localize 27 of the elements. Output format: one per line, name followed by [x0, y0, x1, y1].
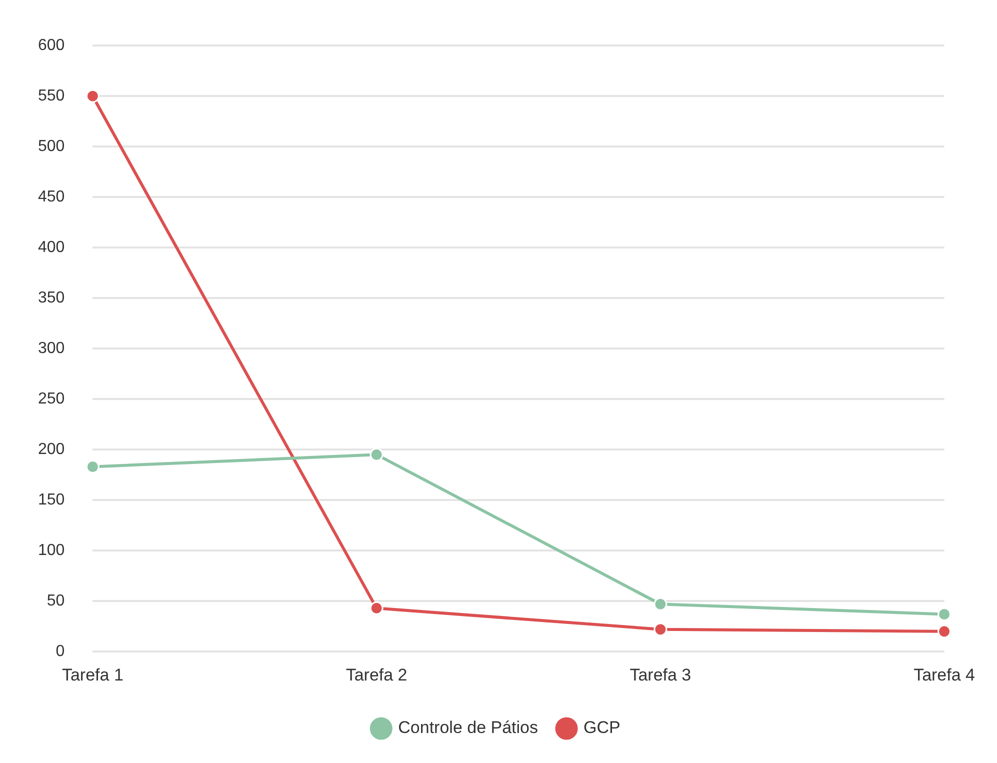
- point: [86, 460, 100, 474]
- legend-label: Controle de Pátios: [398, 718, 538, 738]
- y-tick-label: 550: [38, 88, 65, 105]
- point: [86, 89, 100, 103]
- y-tick-label: 500: [38, 138, 65, 156]
- y-tick-label: 450: [38, 188, 65, 206]
- y-tick-label: 100: [38, 542, 65, 560]
- y-tick-label: 350: [38, 290, 65, 307]
- point: [938, 607, 952, 621]
- x-tick-label: Tarefa 1: [62, 665, 124, 684]
- legend-label: GCP: [584, 718, 620, 738]
- point: [938, 624, 952, 638]
- y-tick-label: 0: [56, 643, 65, 660]
- y-tick-label: 150: [38, 492, 65, 509]
- y-tick-label: 600: [38, 37, 65, 54]
- y-tick-label: 200: [38, 441, 65, 458]
- point: [370, 448, 384, 462]
- y-tick-label: 300: [38, 340, 65, 358]
- y-tick-label: 50: [46, 592, 65, 610]
- x-tick-label: Tarefa 4: [914, 665, 976, 684]
- y-tick-label: 400: [38, 239, 65, 256]
- y-tick-label: 250: [38, 390, 65, 408]
- point: [654, 597, 668, 611]
- x-tick-label: Tarefa 2: [346, 665, 408, 684]
- x-tick-label: Tarefa 3: [630, 665, 692, 684]
- point: [370, 601, 384, 615]
- point: [654, 622, 668, 636]
